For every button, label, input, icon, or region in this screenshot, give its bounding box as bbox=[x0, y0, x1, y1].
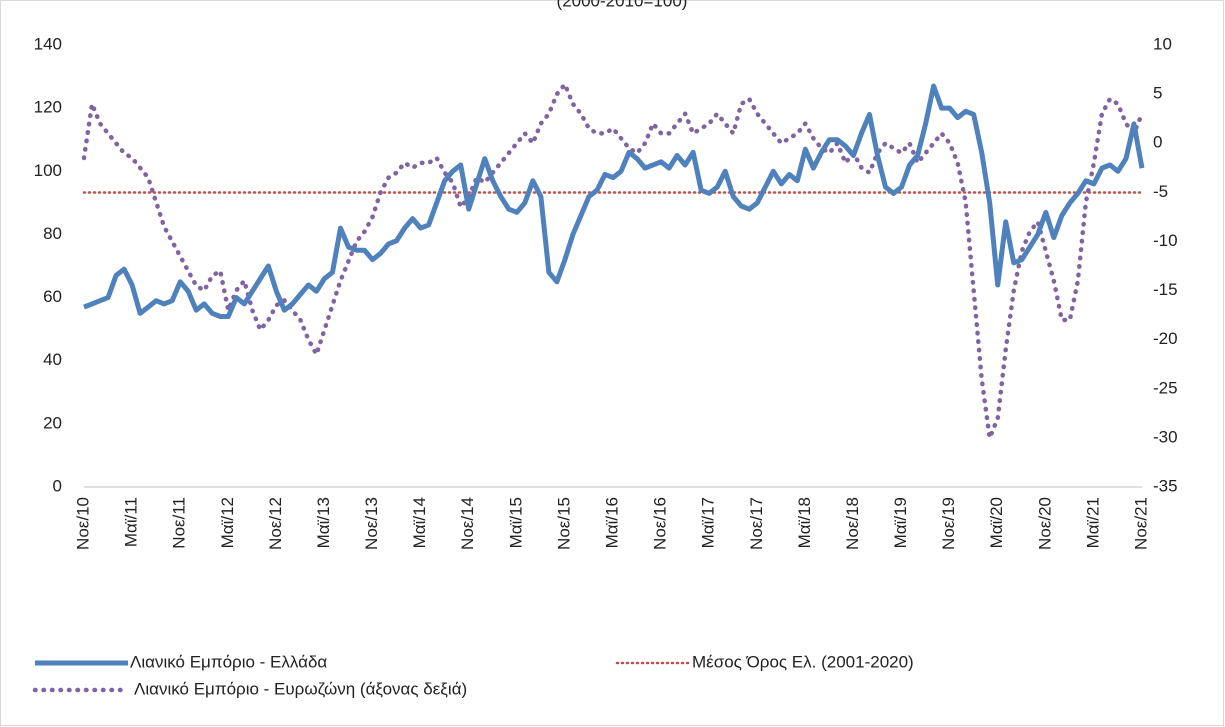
y2-tick-label: -15 bbox=[1153, 280, 1178, 299]
y-tick-label: 120 bbox=[34, 98, 62, 117]
chart-title: (2000-2010=100) bbox=[557, 0, 688, 10]
x-tick-label: Μαϊ/13 bbox=[314, 497, 333, 548]
x-tick-label: Μαϊ/14 bbox=[410, 497, 429, 548]
y-tick-label: 100 bbox=[34, 161, 62, 180]
y-tick-label: 60 bbox=[43, 287, 62, 306]
x-tick-label: Νοε/13 bbox=[362, 497, 381, 550]
y-tick-label: 40 bbox=[43, 350, 62, 369]
x-tick-label: Νοε/19 bbox=[939, 497, 958, 550]
x-tick-label: Νοε/18 bbox=[843, 497, 862, 550]
y2-tick-label: -5 bbox=[1153, 182, 1168, 201]
y2-tick-label: -25 bbox=[1153, 378, 1178, 397]
x-tick-label: Νοε/21 bbox=[1131, 497, 1150, 550]
x-tick-label: Μαϊ/18 bbox=[795, 497, 814, 548]
x-tick-label: Νοε/12 bbox=[266, 497, 285, 550]
data-line bbox=[83, 83, 1145, 320]
x-tick-label: Μαϊ/12 bbox=[218, 497, 237, 548]
legend-label: Λιανικό Εμπόριο - Ελλάδα bbox=[130, 652, 327, 671]
y-tick-label: 20 bbox=[43, 413, 62, 432]
y2-tick-label: 10 bbox=[1153, 34, 1172, 53]
legend-label: Μέσος Όρος Ελ. (2001-2020) bbox=[692, 652, 914, 671]
x-tick-label: Νοε/16 bbox=[651, 497, 670, 550]
y-tick-label: 80 bbox=[43, 224, 62, 243]
legend-label: Λιανικό Εμπόριο - Ευρωζώνη (άξονας δεξιά… bbox=[134, 679, 467, 698]
x-tick-label: Νοε/11 bbox=[170, 497, 189, 549]
x-tick-label: Νοε/17 bbox=[747, 497, 766, 550]
x-tick-label: Μαϊ/21 bbox=[1083, 497, 1102, 548]
x-tick-label: Νοε/15 bbox=[554, 497, 573, 550]
y-tick-label: 0 bbox=[53, 476, 62, 495]
x-tick-label: Μαϊ/20 bbox=[987, 497, 1006, 548]
x-tick-label: Νοε/10 bbox=[73, 497, 92, 550]
x-tick-label: Νοε/20 bbox=[1035, 497, 1054, 550]
x-tick-label: Μαϊ/15 bbox=[506, 497, 525, 548]
x-tick-label: Μαϊ/19 bbox=[891, 497, 910, 548]
y2-tick-label: -10 bbox=[1153, 231, 1178, 250]
x-tick-label: Μαϊ/17 bbox=[699, 497, 718, 548]
y2-tick-label: -35 bbox=[1153, 476, 1178, 495]
x-tick-label: Νοε/14 bbox=[458, 497, 477, 550]
x-tick-label: Μαϊ/16 bbox=[602, 497, 621, 548]
y2-tick-label: -20 bbox=[1153, 329, 1178, 348]
x-tick-label: Μαϊ/11 bbox=[122, 497, 141, 547]
y2-tick-label: -30 bbox=[1153, 427, 1178, 446]
y2-tick-label: 5 bbox=[1153, 84, 1162, 103]
y2-tick-label: 0 bbox=[1153, 133, 1162, 152]
y-tick-label: 140 bbox=[34, 34, 62, 53]
